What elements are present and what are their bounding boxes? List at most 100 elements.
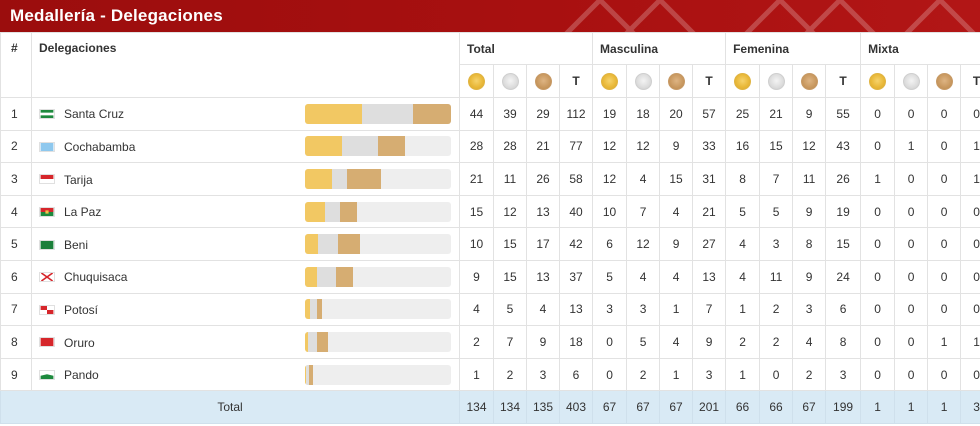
total-cell: 2: [493, 357, 527, 392]
masculina-cell: 10: [592, 194, 628, 229]
delegation-name: Potosí: [64, 302, 99, 317]
santa-cruz-flag-icon: [39, 109, 55, 120]
masculina-cell: 12: [626, 129, 661, 164]
medal-bar-cell: [301, 227, 460, 261]
mixta-cell: 1: [960, 129, 980, 164]
bar-gold-segment: [305, 168, 333, 189]
totals-cell: 199: [825, 390, 862, 425]
femenina-cell: 16: [725, 129, 761, 164]
silver-medal-icon: [902, 72, 920, 90]
totals-cell: 66: [759, 390, 794, 425]
total-cell: 13: [526, 259, 560, 294]
totals-cell: 134: [493, 390, 527, 425]
total-cell: 12: [493, 194, 527, 229]
totals-cell: 66: [725, 390, 761, 425]
femenina-cell: 0: [759, 357, 794, 392]
medal-bar: [305, 201, 451, 222]
medal-bar-cell: [301, 129, 460, 164]
tarija-flag-icon: [39, 174, 55, 185]
medal-bar-cell: [301, 292, 460, 327]
mixta-cell: 0: [894, 97, 929, 131]
femenina-cell: 8: [825, 325, 862, 359]
masculina-cell: 12: [626, 227, 661, 261]
masculina-cell: 3: [692, 357, 727, 392]
mixta-cell: 1: [960, 162, 980, 196]
rank-cell: 7: [0, 292, 32, 327]
total-cell: 13: [526, 194, 560, 229]
masculina-cell: 20: [659, 97, 694, 131]
table-row[interactable]: 3 Tarija 21 11 26 58 12 4 15 31 8 7 11 26 1 0 0 1: [0, 162, 980, 196]
table-row[interactable]: 5 Beni 10 15 17 42 6 12 9 27 4 3 8 15 0 0 0 0: [0, 227, 980, 261]
table-row[interactable]: 9 Pando 1 2 3 6 0 2 1 3 1 0 2 3 0 0 0 0: [0, 357, 980, 392]
masculina-cell: 33: [692, 129, 727, 164]
mixta-cell: 0: [927, 259, 962, 294]
rank-cell: 3: [0, 162, 32, 196]
femenina-cell: 9: [792, 97, 827, 131]
bar-gold-segment: [305, 201, 325, 222]
masculina-cell: 4: [659, 325, 694, 359]
femenina-cell: 24: [825, 259, 862, 294]
rank-cell: 8: [0, 325, 32, 359]
masculina-cell: 3: [592, 292, 628, 327]
oruro-flag-icon: [39, 337, 55, 348]
delegation-name: Pando: [64, 367, 99, 382]
beni-flag-icon: [39, 239, 55, 250]
total-cell: 10: [459, 227, 494, 261]
medal-table: # Delegaciones Total Masculina Femenina …: [0, 32, 980, 425]
femenina-cell: 26: [825, 162, 862, 196]
delegation-name: Tarija: [64, 172, 93, 187]
table-row[interactable]: 8 Oruro 2 7 9 18 0 5 4 9 2 2 4 8 0 0 1 1: [0, 325, 980, 359]
bar-silver-segment: [341, 136, 378, 157]
mixta-cell: 1: [960, 325, 980, 359]
mixta-cell: 0: [927, 292, 962, 327]
medal-bar: [305, 136, 451, 157]
table-row[interactable]: 2 Cochabamba 28 28 21 77 12 12 9 33 16 15 12 43 0 1 0 1: [0, 129, 980, 164]
total-cell: 11: [493, 162, 527, 196]
femenina-cell: 8: [792, 227, 827, 261]
bar-gold-segment: [305, 103, 363, 124]
total-cell: 15: [493, 259, 527, 294]
femenina-cell: 8: [725, 162, 761, 196]
table-row[interactable]: 1 Santa Cruz 44 39 29 112 19 18 20 57 25 21 9 55 0 0 0 0: [0, 97, 980, 131]
masculina-cell: 57: [692, 97, 727, 131]
table-row[interactable]: 6 Chuquisaca 9 15 13 37 5 4 4 13 4 11 9 24 0 0 0 0: [0, 259, 980, 294]
total-cell: 28: [493, 129, 527, 164]
t-header: T: [692, 64, 727, 98]
medal-bar: [305, 168, 451, 189]
masculina-cell: 1: [659, 357, 694, 392]
header-pattern: [564, 0, 976, 32]
bar-silver-segment: [307, 331, 317, 352]
masculina-cell: 4: [626, 259, 661, 294]
mixta-cell: 0: [960, 194, 980, 229]
table-row[interactable]: 7 Potosí 4 5 4 13 3 3 1 7 1 2 3 6 0 0 0 0: [0, 292, 980, 327]
total-cell: 77: [558, 129, 594, 164]
delegation-cell: Beni: [31, 227, 302, 261]
medal-bar-cell: [301, 162, 460, 196]
table-row[interactable]: 4 La Paz 15 12 13 40 10 7 4 21 5 5 9 19 0 0 0 0: [0, 194, 980, 229]
delegation-name: Oruro: [64, 335, 95, 350]
bar-bronze-segment: [413, 103, 451, 124]
medal-bar: [305, 234, 451, 255]
mixta-cell: 0: [927, 162, 962, 196]
bar-bronze-segment: [308, 364, 313, 385]
femenina-cell: 21: [759, 97, 794, 131]
total-cell: 21: [459, 162, 494, 196]
total-cell: 42: [558, 227, 594, 261]
femenina-cell: 12: [792, 129, 827, 164]
totals-cell: 67: [592, 390, 628, 425]
mixta-cell: 0: [927, 194, 962, 229]
femenina-cell: 2: [725, 325, 761, 359]
mixta-cell: 0: [894, 162, 929, 196]
masculina-cell: 5: [592, 259, 628, 294]
mixta-cell: 0: [927, 129, 962, 164]
masculina-cell: 6: [592, 227, 628, 261]
masculina-cell: 31: [692, 162, 727, 196]
mixta-cell: 0: [960, 292, 980, 327]
pando-flag-icon: [39, 369, 55, 380]
total-cell: 4: [459, 292, 494, 327]
masculina-cell: 4: [659, 259, 694, 294]
potosi-flag-icon: [39, 304, 55, 315]
total-cell: 44: [459, 97, 494, 131]
medal-bar-cell: [301, 194, 460, 229]
delegation-cell: Santa Cruz: [31, 97, 302, 131]
